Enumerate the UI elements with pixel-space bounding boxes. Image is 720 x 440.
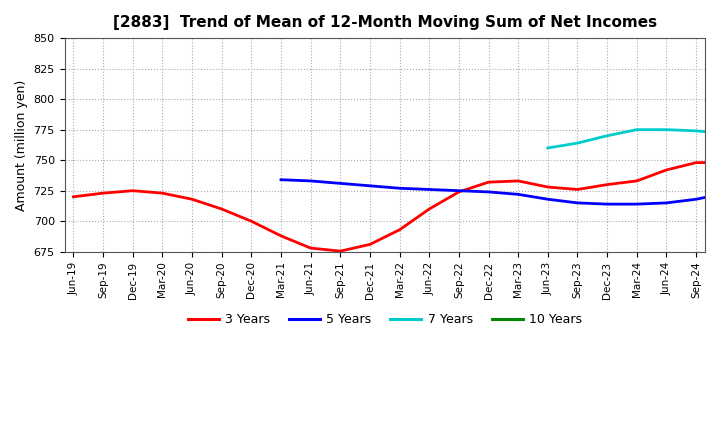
Y-axis label: Amount (million yen): Amount (million yen) [15, 79, 28, 211]
Legend: 3 Years, 5 Years, 7 Years, 10 Years: 3 Years, 5 Years, 7 Years, 10 Years [182, 308, 587, 331]
Title: [2883]  Trend of Mean of 12-Month Moving Sum of Net Incomes: [2883] Trend of Mean of 12-Month Moving … [113, 15, 657, 30]
